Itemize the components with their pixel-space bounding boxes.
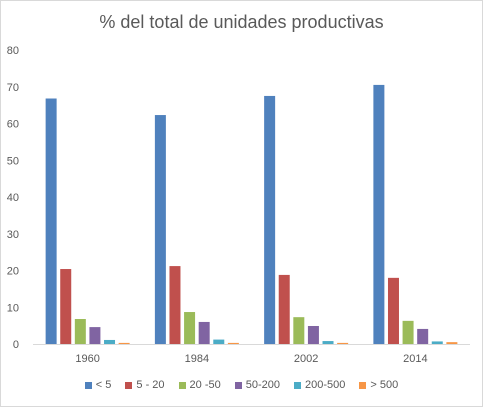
bar — [431, 341, 443, 344]
legend-label: < 5 — [95, 379, 112, 391]
bar — [307, 325, 319, 344]
legend-swatch — [234, 381, 242, 389]
legend-item: 200-500 — [294, 378, 345, 392]
x-tick-label: 2014 — [403, 353, 427, 365]
bar — [322, 341, 334, 344]
x-tick-label: 1984 — [185, 353, 209, 365]
bar — [74, 319, 86, 344]
legend-swatch — [125, 381, 133, 389]
bar — [184, 312, 196, 344]
legend-swatch — [359, 381, 367, 389]
bar — [45, 98, 57, 344]
bar — [89, 327, 101, 344]
bar — [104, 339, 116, 344]
legend-item: 20 -50 — [178, 378, 221, 392]
legend-item: > 500 — [359, 378, 398, 392]
bar — [154, 115, 166, 344]
bar — [337, 342, 349, 344]
x-tick-label: 1960 — [75, 353, 99, 365]
x-tick-label: 2002 — [294, 353, 318, 365]
legend-label: 50-200 — [245, 379, 280, 391]
y-tick-label: 40 — [7, 192, 19, 204]
legend-label: 20 -50 — [189, 379, 221, 391]
bar — [169, 266, 181, 344]
legend: < 5 5 - 20 20 -50 50-200 200-500 > 500 — [0, 378, 483, 392]
bar — [264, 95, 276, 344]
legend-item: 5 - 20 — [125, 378, 165, 392]
y-tick-label: 30 — [7, 229, 19, 241]
y-tick-label: 80 — [7, 45, 19, 57]
bar — [446, 342, 458, 344]
y-tick-label: 0 — [13, 339, 19, 351]
y-tick-label: 70 — [7, 82, 19, 94]
y-axis-ticks: 0 10 20 30 40 50 60 70 80 — [7, 45, 19, 351]
legend-item: < 5 — [84, 378, 112, 392]
chart-title: % del total de unidades productivas — [99, 12, 384, 32]
bar — [213, 339, 225, 344]
bar — [278, 274, 290, 344]
bar — [60, 269, 72, 344]
y-tick-label: 10 — [7, 302, 19, 314]
bar — [227, 342, 239, 344]
bar — [293, 317, 305, 344]
bar — [118, 342, 130, 344]
x-axis-ticks: 1960 1984 2002 2014 — [75, 353, 427, 365]
bar — [402, 320, 414, 344]
legend-label: > 500 — [370, 379, 399, 391]
bar — [417, 328, 429, 344]
legend-swatch — [294, 381, 301, 389]
bars — [45, 84, 458, 344]
legend-label: 200-500 — [305, 379, 346, 391]
bar — [373, 84, 385, 344]
y-tick-label: 60 — [7, 119, 19, 131]
y-tick-label: 20 — [7, 266, 19, 278]
legend-item: 50-200 — [234, 378, 280, 392]
bar — [387, 277, 399, 344]
legend-label: 5 - 20 — [136, 379, 165, 391]
y-tick-label: 50 — [7, 155, 19, 167]
bar — [198, 321, 210, 344]
legend-swatch — [84, 381, 92, 389]
legend-swatch — [178, 381, 186, 389]
